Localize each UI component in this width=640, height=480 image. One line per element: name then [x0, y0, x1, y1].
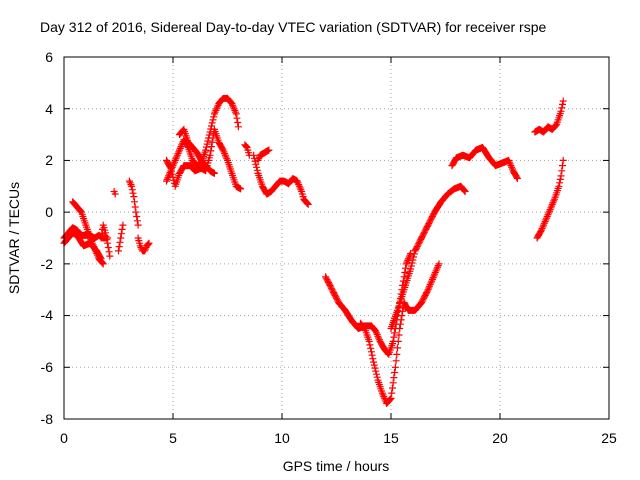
plus-marker-cluster	[163, 94, 242, 185]
data-track	[97, 221, 114, 260]
y-tick-label: -4	[41, 307, 54, 323]
y-tick-label: -6	[41, 359, 54, 375]
plus-marker-cluster	[254, 146, 273, 164]
plus-marker-cluster	[163, 125, 245, 193]
x-tick-label: 25	[601, 430, 617, 446]
y-tick-label: -2	[41, 256, 54, 272]
plus-marker-cluster	[250, 151, 312, 208]
grid-lines	[64, 57, 609, 419]
plot-frame	[63, 56, 610, 420]
data-track	[254, 146, 273, 164]
data-track	[134, 234, 153, 255]
plus-marker-cluster	[448, 144, 521, 182]
plus-marker-cluster	[110, 188, 119, 198]
x-axis-title: GPS time / hours	[283, 458, 390, 474]
data-track	[533, 156, 567, 242]
data-track	[110, 188, 119, 198]
plus-marker-cluster	[533, 156, 567, 242]
y-axis-title: SDTVAR / TECUs	[6, 182, 22, 294]
y-tick-labels: -8 -6 -4 -2 0 2 4 6	[41, 49, 54, 427]
y-tick-label: 0	[45, 204, 53, 220]
data-track	[163, 125, 245, 193]
data-track	[250, 151, 312, 208]
plus-marker-cluster	[531, 97, 567, 136]
data-track	[387, 182, 469, 332]
axis-ticks	[63, 56, 610, 420]
x-tick-label: 0	[60, 430, 68, 446]
y-tick-label: 6	[45, 49, 53, 65]
data-track	[448, 144, 521, 182]
plus-marker-cluster	[241, 141, 253, 159]
x-tick-label: 20	[492, 430, 508, 446]
plus-marker-cluster	[387, 182, 469, 332]
y-tick-label: 2	[45, 152, 53, 168]
plus-marker-cluster	[357, 260, 443, 407]
x-tick-labels: 0 5 10 15 20 25	[60, 430, 617, 446]
x-tick-label: 15	[383, 430, 399, 446]
x-tick-label: 5	[169, 430, 177, 446]
data-track	[357, 260, 443, 407]
plus-marker-cluster	[176, 125, 218, 177]
plus-marker-cluster	[115, 221, 127, 255]
data-track	[125, 177, 142, 229]
data-track	[163, 94, 242, 185]
x-tick-label: 10	[274, 430, 290, 446]
plus-marker-cluster	[134, 234, 153, 255]
chart-title: Day 312 of 2016, Sidereal Day-to-day VTE…	[40, 19, 546, 35]
y-tick-label: 4	[45, 101, 53, 117]
plus-marker-cluster	[97, 221, 114, 260]
plus-marker-cluster	[125, 177, 142, 229]
data-track	[531, 97, 567, 136]
data-track	[241, 141, 253, 159]
data-track	[115, 221, 127, 255]
y-tick-label: -8	[41, 411, 54, 427]
data-track	[176, 125, 218, 177]
